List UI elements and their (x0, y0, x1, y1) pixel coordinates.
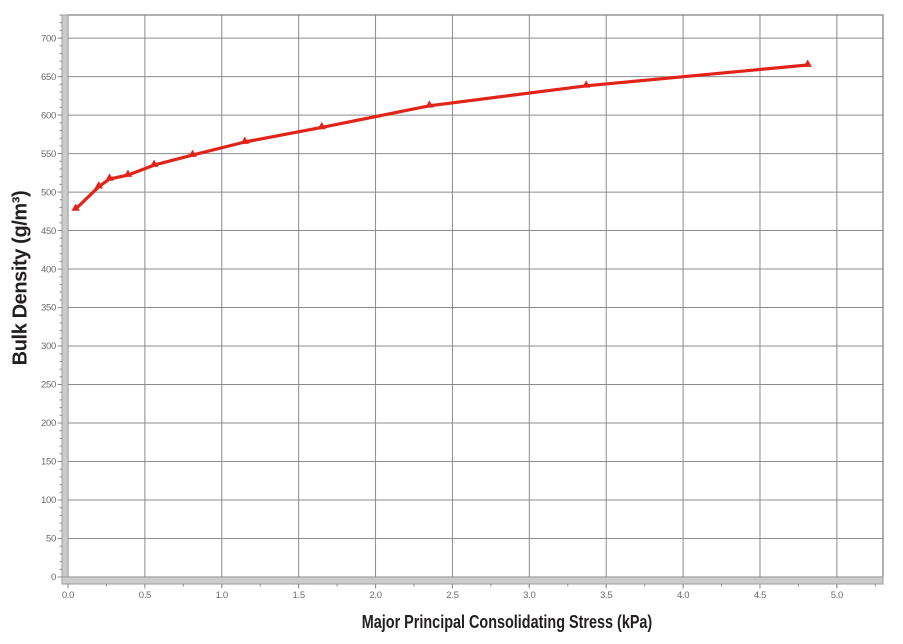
bulk-density-curve-markers (71, 59, 812, 211)
svg-text:600: 600 (41, 110, 56, 121)
svg-text:550: 550 (41, 149, 56, 160)
svg-text:700: 700 (41, 33, 56, 44)
y-axis-title: Bulk Density (g/m³) (9, 190, 32, 366)
svg-text:3.5: 3.5 (600, 590, 612, 601)
svg-text:4.0: 4.0 (677, 590, 689, 601)
y-axis-band (61, 14, 69, 585)
bulk-density-curve (74, 63, 810, 211)
svg-text:500: 500 (41, 187, 56, 198)
svg-text:4.5: 4.5 (754, 590, 766, 601)
svg-text:50: 50 (46, 534, 56, 545)
svg-text:300: 300 (41, 341, 56, 352)
svg-text:450: 450 (41, 226, 56, 237)
svg-text:100: 100 (41, 495, 56, 506)
svg-text:1.5: 1.5 (293, 590, 305, 601)
svg-text:5.0: 5.0 (831, 590, 843, 601)
svg-text:650: 650 (41, 72, 56, 83)
tick-marks (57, 14, 876, 589)
svg-text:0.5: 0.5 (139, 590, 151, 601)
svg-text:350: 350 (41, 303, 56, 314)
svg-text:0: 0 (51, 572, 56, 583)
svg-text:250: 250 (41, 380, 56, 391)
svg-text:400: 400 (41, 264, 56, 275)
svg-text:200: 200 (41, 418, 56, 429)
x-axis-title: Major Principal Consolidating Stress (kP… (361, 612, 653, 632)
svg-text:2.5: 2.5 (446, 590, 458, 601)
svg-text:3.0: 3.0 (523, 590, 535, 601)
x-tick-labels: 0.0 0.5 1.0 1.5 2.0 2.5 3.0 3.5 4.0 4.5 5.0 (62, 590, 843, 601)
svg-text:1.0: 1.0 (216, 590, 228, 601)
x-axis-band (61, 576, 884, 585)
gridlines (68, 15, 883, 577)
svg-text:2.0: 2.0 (369, 590, 381, 601)
y-tick-labels: 0 50 100 150 200 250 300 350 400 450 500 550 600 650 7… (41, 33, 56, 583)
svg-text:0.0: 0.0 (62, 590, 74, 601)
svg-text:150: 150 (41, 457, 56, 468)
